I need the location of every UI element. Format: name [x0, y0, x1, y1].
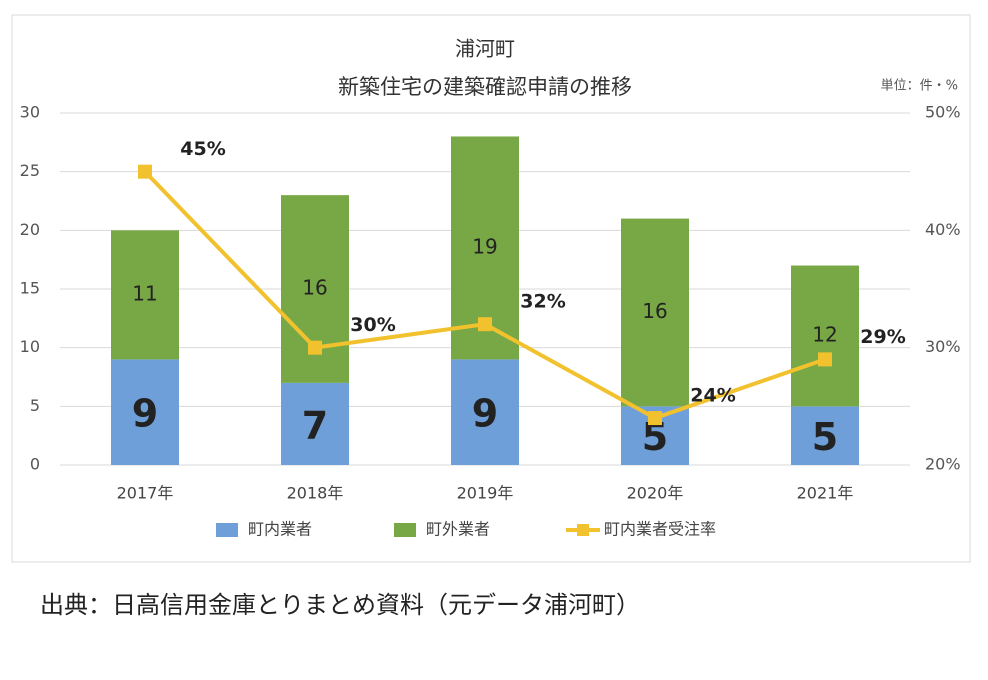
- unit-note: 単位：件・%: [881, 78, 958, 94]
- y-tick-label: 30: [20, 103, 40, 122]
- x-tick-label: 2018年: [287, 484, 344, 503]
- line-marker: [648, 411, 662, 426]
- bar-value-label: 16: [302, 276, 327, 300]
- bar-value-label: 9: [132, 392, 158, 436]
- line-value-label: 29%: [860, 326, 905, 348]
- x-tick-label: 2017年: [117, 484, 174, 503]
- line-value-label: 24%: [690, 385, 735, 407]
- y2-tick-label: 50%: [925, 103, 961, 122]
- bar-segment: [791, 406, 859, 465]
- chart-subtitle: 新築住宅の建築確認申請の推移: [338, 75, 632, 99]
- bar-value-label: 19: [472, 234, 497, 258]
- x-tick-label: 2021年: [797, 484, 854, 503]
- y2-tick-label: 40%: [925, 220, 961, 239]
- bar-segment: [111, 359, 179, 465]
- x-tick-label: 2019年: [457, 484, 514, 503]
- bar-value-label: 11: [132, 281, 157, 305]
- legend-label: 町内業者受注率: [604, 520, 716, 539]
- bar-segment: [791, 265, 859, 407]
- y-tick-label: 10: [20, 337, 40, 356]
- bar-value-label: 16: [642, 299, 667, 323]
- line-value-label: 30%: [350, 314, 395, 336]
- legend-label: 町外業者: [426, 520, 490, 539]
- y-tick-label: 20: [20, 220, 40, 239]
- legend-swatch: [216, 523, 238, 537]
- line-value-label: 45%: [180, 138, 225, 160]
- bar-segment: [281, 382, 349, 465]
- legend-marker: [577, 524, 589, 536]
- line-marker: [478, 317, 492, 332]
- bar-value-label: 12: [812, 322, 837, 346]
- legend-swatch: [394, 523, 416, 537]
- bar-value-label: 9: [472, 392, 498, 436]
- y-tick-label: 25: [20, 161, 40, 180]
- source-note: 出典：日高信用金庫とりまとめ資料（元データ浦河町）: [40, 591, 640, 619]
- bar-segment: [621, 218, 689, 407]
- y-tick-label: 0: [30, 455, 40, 474]
- y2-tick-label: 20%: [925, 455, 961, 474]
- bar-value-label: 5: [812, 415, 838, 459]
- y-tick-label: 15: [20, 279, 40, 298]
- line-marker: [818, 352, 832, 367]
- line-value-label: 32%: [520, 291, 565, 313]
- bar-value-label: 7: [302, 403, 328, 447]
- y-tick-label: 5: [30, 396, 40, 415]
- chart-title: 浦河町: [455, 37, 515, 61]
- y2-tick-label: 30%: [925, 337, 961, 356]
- legend-label: 町内業者: [248, 520, 312, 539]
- bar-segment: [451, 359, 519, 465]
- line-marker: [308, 340, 322, 355]
- line-marker: [138, 164, 152, 179]
- x-tick-label: 2020年: [627, 484, 684, 503]
- bar-segment: [111, 230, 179, 360]
